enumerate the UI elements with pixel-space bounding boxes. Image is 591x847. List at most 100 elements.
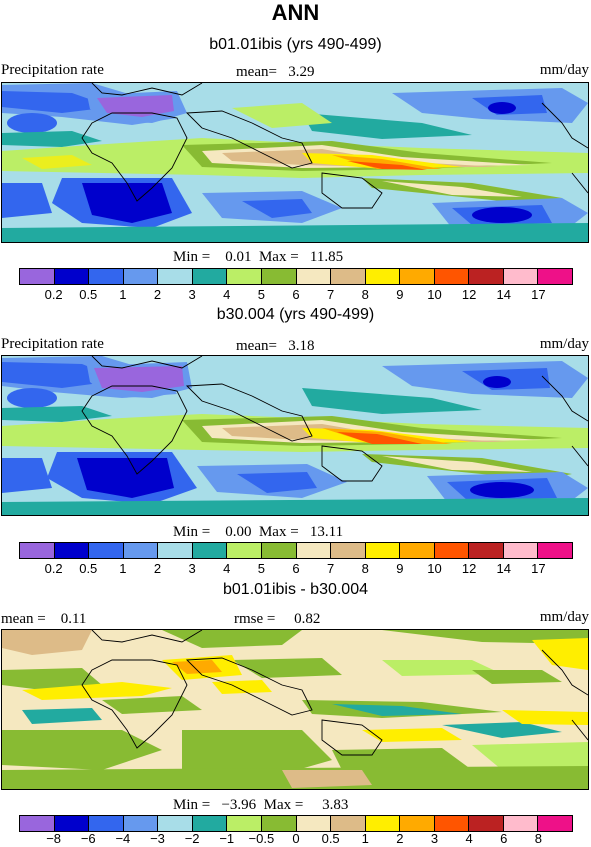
- tick-label: 1: [361, 831, 369, 846]
- tick-label: 7: [327, 287, 335, 302]
- panel2-units-label: mm/day: [539, 336, 589, 352]
- tick-label: 12: [461, 561, 477, 576]
- swatch: [123, 543, 159, 558]
- tick-label: 9: [396, 287, 404, 302]
- swatch: [538, 816, 572, 831]
- panel3-units-label: mm/day: [539, 609, 589, 625]
- swatch: [123, 816, 159, 831]
- swatch: [20, 269, 55, 284]
- panel3-colorbar: [19, 815, 573, 832]
- tick-label: 0.2: [44, 287, 63, 302]
- tick-label: 1: [119, 561, 127, 576]
- swatch: [89, 269, 124, 284]
- panel1-subtitle: b01.01ibis (yrs 490-499): [209, 36, 382, 53]
- panel2-mean-label: mean= 3.18: [236, 338, 315, 354]
- tick-label: 3: [430, 831, 439, 846]
- panel3-mean-label: mean = 0.11: [1, 611, 87, 627]
- swatch: [192, 269, 228, 284]
- tick-label: 8: [361, 561, 369, 576]
- tick-label: 6: [292, 287, 300, 302]
- tick-label: −4: [115, 831, 131, 846]
- tick-label: 8: [534, 831, 542, 846]
- swatch: [365, 816, 401, 831]
- swatch: [538, 269, 572, 284]
- swatch: [469, 269, 504, 284]
- panel2-variable-label: Precipitation rate: [1, 336, 104, 352]
- tick-label: 2: [153, 287, 162, 302]
- panel3-colorbar-ticks: −8 −6 −4 −3 −2 −1 −0.5 0 0.5 1 2 3 4 6 8: [19, 831, 573, 847]
- swatch: [54, 816, 90, 831]
- tick-label: −3: [150, 831, 165, 846]
- swatch: [158, 269, 193, 284]
- tick-label: 5: [257, 287, 265, 302]
- swatch: [158, 816, 193, 831]
- tick-label: 0: [292, 831, 300, 846]
- swatch: [20, 543, 55, 558]
- tick-label: 0.5: [321, 831, 340, 846]
- swatch: [261, 543, 297, 558]
- panel2-minmax-label: Min = 0.00 Max = 13.11: [173, 524, 344, 540]
- swatch: [434, 816, 470, 831]
- swatch: [469, 816, 504, 831]
- tick-label: −1: [219, 831, 235, 846]
- swatch: [296, 269, 332, 284]
- swatch: [261, 269, 297, 284]
- panel1-minmax-label: Min = 0.01 Max = 11.85: [173, 249, 344, 265]
- tick-label: 0.2: [44, 561, 63, 576]
- swatch: [400, 816, 435, 831]
- panel1-mean-label: mean= 3.29: [236, 64, 315, 80]
- panel1-units-label: mm/day: [539, 62, 589, 78]
- swatch: [331, 269, 366, 284]
- tick-label: −2: [184, 831, 200, 846]
- panel1-map: [1, 82, 589, 243]
- swatch: [158, 543, 193, 558]
- page-title: ANN: [271, 0, 320, 25]
- tick-label: 0.5: [79, 561, 98, 576]
- swatch: [54, 269, 90, 284]
- tick-label: 3: [188, 287, 196, 302]
- tick-label: 14: [496, 561, 511, 576]
- tick-label: 10: [427, 561, 442, 576]
- swatch: [227, 816, 262, 831]
- tick-label: 4: [223, 287, 231, 302]
- tick-label: 2: [396, 831, 404, 846]
- swatch: [296, 816, 332, 831]
- tick-label: 4: [223, 561, 231, 576]
- swatch: [123, 269, 159, 284]
- swatch: [331, 543, 366, 558]
- swatch: [261, 816, 297, 831]
- panel2-subtitle: b30.004 (yrs 490-499): [216, 306, 375, 323]
- swatch: [503, 543, 539, 558]
- swatch: [20, 816, 55, 831]
- panel3-map: [1, 629, 589, 790]
- panel3-subtitle: b01.01ibis - b30.004: [223, 581, 368, 598]
- tick-label: 5: [257, 561, 265, 576]
- panel2-map: [1, 355, 589, 516]
- swatch: [192, 816, 228, 831]
- swatch: [365, 543, 401, 558]
- swatch: [192, 543, 228, 558]
- tick-label: 17: [531, 287, 546, 302]
- tick-label: −6: [80, 831, 96, 846]
- swatch: [400, 543, 435, 558]
- tick-label: −8: [46, 831, 62, 846]
- swatch: [503, 269, 539, 284]
- tick-label: 3: [188, 561, 196, 576]
- panel3-minmax-label: Min = −3.96 Max = 3.83: [173, 797, 349, 813]
- swatch: [434, 269, 470, 284]
- swatch: [227, 543, 262, 558]
- panel1-variable-label: Precipitation rate: [1, 62, 104, 78]
- swatch: [296, 543, 332, 558]
- tick-label: 8: [361, 287, 369, 302]
- swatch: [538, 543, 572, 558]
- panel2-colorbar: [19, 542, 573, 559]
- tick-label: 2: [153, 561, 162, 576]
- swatch: [503, 816, 539, 831]
- swatch: [365, 269, 401, 284]
- swatch: [400, 269, 435, 284]
- tick-label: 0.5: [79, 287, 98, 302]
- panel2-colorbar-ticks: 0.2 0.5 1 2 3 4 5 6 7 8 9 10 12 14 17: [19, 561, 573, 577]
- tick-label: 4: [465, 831, 473, 846]
- swatch: [469, 543, 504, 558]
- swatch: [89, 816, 124, 831]
